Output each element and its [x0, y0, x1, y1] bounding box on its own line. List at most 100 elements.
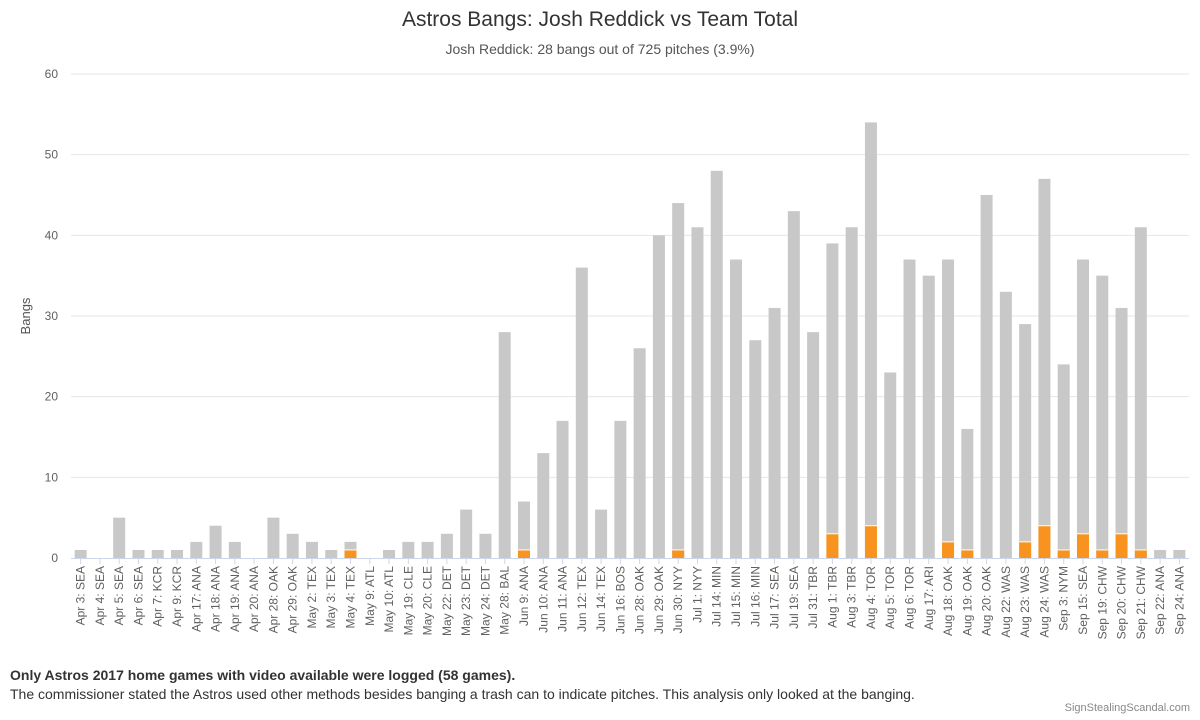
bar-team-total: [228, 541, 241, 558]
bar-josh-reddick: [1076, 533, 1089, 558]
x-tick-label: Jul 17: SEA: [768, 566, 782, 629]
y-tick-label: 20: [45, 390, 59, 404]
bar-team-total: [151, 549, 164, 558]
y-tick-label: 10: [45, 470, 59, 484]
bar-team-total: [556, 420, 569, 558]
x-tick-label: Apr 19: ANA: [228, 566, 242, 632]
x-tick-label: Aug 24: WAS: [1037, 566, 1051, 638]
bar-josh-reddick: [517, 549, 530, 558]
x-tick-label: Jul 15: MIN: [729, 566, 743, 627]
bar-team-total: [633, 348, 646, 558]
bar-team-total: [961, 428, 974, 558]
x-tick-label: Jun 16: BOS: [613, 566, 627, 634]
bar-team-total: [575, 267, 588, 558]
y-tick-label: 30: [45, 309, 59, 323]
bar-team-total: [1057, 364, 1070, 558]
bar-josh-reddick: [344, 549, 357, 558]
x-tick-label: Sep 3: NYM: [1057, 566, 1071, 631]
x-tick-label: Jun 28: OAK: [633, 566, 647, 634]
bar-team-total: [537, 453, 550, 558]
x-tick-label: Jun 11: ANA: [556, 566, 570, 632]
bar-team-total: [1115, 307, 1128, 558]
bar-team-total: [421, 541, 434, 558]
x-tick-label: May 20: CLE: [421, 566, 435, 635]
x-tick-label: Jul 1: NYY: [690, 566, 704, 623]
chart-subtitle: Josh Reddick: 28 bangs out of 725 pitche…: [445, 41, 755, 57]
bar-team-total: [980, 195, 993, 558]
x-tick-label: Jun 12: TEX: [575, 566, 589, 632]
x-tick-label: Apr 5: SEA: [112, 566, 126, 625]
x-tick-label: Jul 14: MIN: [710, 566, 724, 627]
bar-team-total: [710, 170, 723, 559]
x-tick-label: Jul 31: TBR: [806, 566, 820, 629]
bar-team-total: [614, 420, 627, 558]
bar-josh-reddick: [672, 549, 685, 558]
x-tick-label: Jun 29: OAK: [652, 566, 666, 634]
bar-team-total: [845, 227, 858, 558]
footnote-bold: Only Astros 2017 home games with video a…: [10, 667, 516, 683]
bar-josh-reddick: [961, 549, 974, 558]
bar-team-total: [498, 332, 511, 558]
bar-team-total: [652, 235, 665, 559]
bar-josh-reddick: [826, 533, 839, 558]
bar-team-total: [1096, 275, 1109, 558]
bar-chart: 0 10 20 30 40 50 60 Apr 3: SEA Apr 4: SEA Apr 5: …: [18, 67, 1189, 639]
bar-team-total: [479, 533, 492, 558]
x-tick-label: Aug 20: OAK: [980, 566, 994, 636]
bar-team-total: [460, 509, 473, 558]
bar-team-total: [1173, 549, 1186, 558]
bar-team-total: [517, 501, 530, 558]
bar-team-total: [807, 332, 820, 558]
bar-team-total: [1038, 178, 1051, 558]
bar-josh-reddick: [1115, 533, 1128, 558]
bar-team-total: [402, 541, 415, 558]
bar-team-total: [1076, 259, 1089, 558]
credits-link[interactable]: SignStealingScandal.com: [1064, 702, 1190, 714]
bar-team-total: [383, 549, 396, 558]
x-tick-label: Aug 1: TBR: [825, 566, 839, 628]
bar-josh-reddick: [864, 525, 877, 558]
x-tick-label: Aug 17: ARI: [922, 566, 936, 630]
x-tick-label: Sep 15: SEA: [1076, 566, 1090, 635]
bar-team-total: [922, 275, 935, 558]
bar-team-total: [595, 509, 608, 558]
footnote: The commissioner stated the Astros used …: [10, 686, 915, 702]
x-tick-label: Aug 4: TOR: [864, 566, 878, 629]
x-tick-label: Aug 22: WAS: [999, 566, 1013, 638]
bar-team-total: [286, 533, 299, 558]
x-tick-label: Aug 5: TOR: [883, 566, 897, 629]
y-tick-label: 0: [51, 551, 58, 565]
x-tick-label: May 3: TEX: [324, 566, 338, 628]
y-tick-label: 60: [45, 67, 59, 81]
x-tick-label: Aug 3: TBR: [845, 566, 859, 628]
x-tick-label: Apr 18: ANA: [209, 566, 223, 632]
bar-josh-reddick: [1096, 549, 1109, 558]
bar-team-total: [749, 340, 762, 558]
x-tick-label: Sep 20: CHW: [1115, 565, 1129, 639]
bar-josh-reddick: [1038, 525, 1051, 558]
x-tick-label: Aug 6: TOR: [903, 566, 917, 629]
bar-team-total: [325, 549, 338, 558]
x-tick-label: May 24: DET: [478, 565, 492, 636]
x-tick-label: Jun 30: NYY: [671, 566, 685, 633]
bar-team-total: [787, 211, 800, 558]
bar-team-total: [1019, 324, 1032, 558]
x-tick-label: May 23: DET: [459, 565, 473, 636]
x-tick-label: May 22: DET: [440, 565, 454, 636]
bar-josh-reddick: [1057, 549, 1070, 558]
x-tick-label: Jun 10: ANA: [536, 566, 550, 633]
x-tick-label: Apr 4: SEA: [93, 566, 107, 625]
x-tick-label: Apr 28: OAK: [266, 566, 280, 633]
bar-josh-reddick: [1134, 549, 1147, 558]
x-tick-label: Aug 19: OAK: [960, 566, 974, 636]
bar-team-total: [826, 243, 839, 558]
chart-title: Astros Bangs: Josh Reddick vs Team Total: [401, 8, 799, 31]
x-tick-label: May 19: CLE: [401, 566, 415, 635]
x-tick-label: Apr 6: SEA: [131, 566, 145, 625]
bar-team-total: [305, 541, 318, 558]
bar-team-total: [440, 533, 453, 558]
x-tick-label: Sep 19: CHW: [1095, 565, 1109, 639]
bar-team-total: [942, 259, 955, 558]
x-tick-label: May 10: ATL: [382, 566, 396, 633]
bar-team-total: [171, 549, 184, 558]
